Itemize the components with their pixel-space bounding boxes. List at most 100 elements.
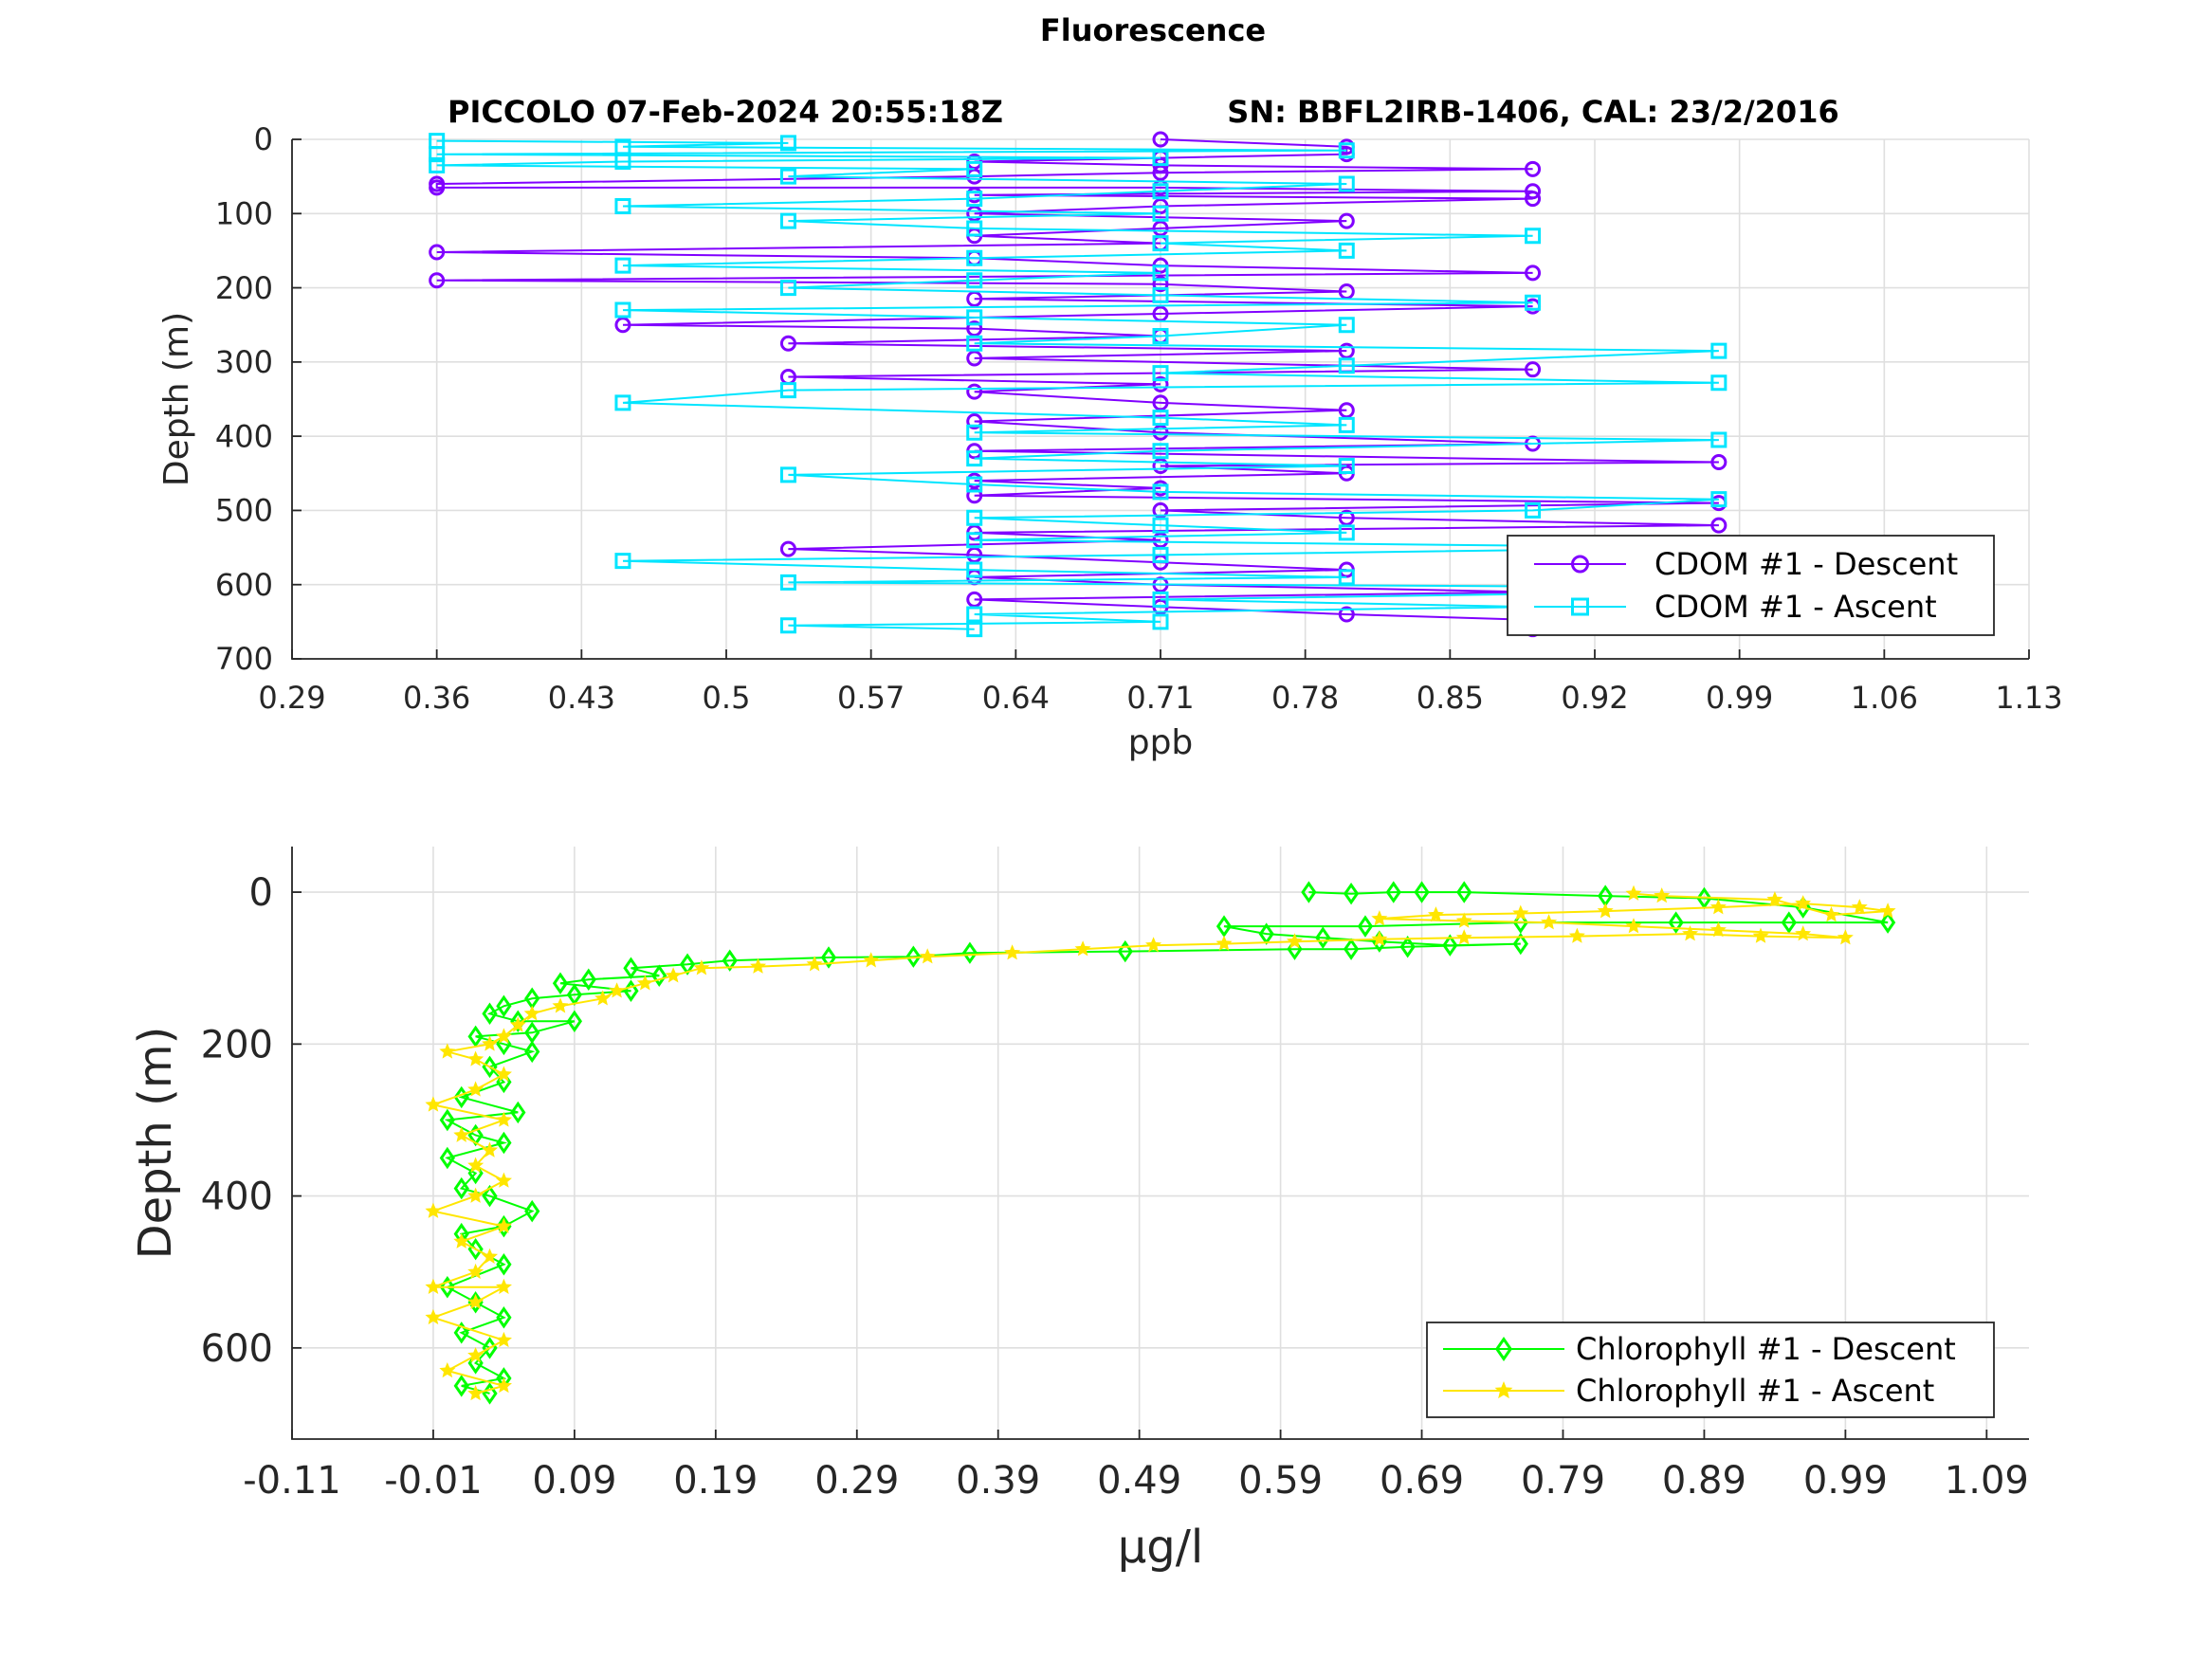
data-point: [1710, 342, 1728, 359]
data-point: [966, 424, 983, 441]
x-tick-label: 0.36: [403, 680, 470, 716]
data-point: [919, 948, 936, 964]
data-point: [779, 466, 796, 483]
data-point: [1795, 925, 1812, 941]
data-point: [1338, 342, 1355, 359]
data-point: [966, 546, 983, 563]
data-point: [1338, 212, 1355, 229]
data-point: [614, 317, 631, 334]
y-axis-label: Depth (m): [129, 1027, 182, 1260]
data-point: [1385, 881, 1401, 903]
data-point: [467, 1346, 484, 1363]
x-tick-label: 0.49: [1097, 1459, 1181, 1503]
data-point: [1152, 164, 1169, 181]
data-point: [1668, 911, 1684, 934]
data-point: [614, 257, 631, 274]
data-point: [1338, 402, 1355, 419]
data-point: [429, 156, 446, 173]
data-point: [1343, 938, 1360, 960]
data-point: [496, 994, 512, 1018]
data-point: [665, 967, 682, 983]
data-point: [806, 956, 823, 972]
data-point: [1512, 932, 1528, 956]
data-point: [482, 1002, 498, 1026]
data-point: [1216, 935, 1233, 951]
data-point: [496, 1252, 512, 1276]
data-point: [439, 1108, 455, 1132]
series-group: [429, 131, 1913, 638]
data-point: [482, 1035, 499, 1051]
data-point: [496, 1306, 512, 1329]
data-point: [453, 1322, 469, 1344]
x-axis-label: µg/l: [1118, 1521, 1204, 1574]
data-point: [1414, 881, 1430, 903]
data-point: [495, 1028, 512, 1044]
data-point: [1152, 375, 1169, 392]
data-point: [779, 617, 796, 634]
data-point: [966, 621, 983, 638]
legend-label: CDOM #1 - Descent: [1654, 546, 1958, 582]
cdom-plot: 0.29 0.36 0.43 0.5 0.57 0.64 0.71 0.78 0.85 0.92 0…: [157, 121, 2063, 762]
data-point: [1117, 939, 1133, 963]
data-point: [1541, 914, 1558, 930]
legend-marker: [1571, 555, 1589, 574]
data-point: [966, 309, 983, 326]
data-point: [495, 1376, 512, 1394]
data-point: [1152, 286, 1169, 303]
data-point: [863, 952, 880, 968]
data-point: [1338, 457, 1355, 474]
data-point: [1338, 317, 1355, 334]
data-point: [1525, 361, 1542, 378]
data-point: [467, 1263, 484, 1279]
x-tick-label: 0.39: [956, 1459, 1040, 1503]
data-point: [1525, 501, 1542, 519]
data-point: [779, 574, 796, 591]
x-tick-label: 0.99: [1706, 680, 1773, 716]
data-point: [966, 160, 983, 177]
data-point: [614, 301, 631, 319]
data-point: [966, 191, 983, 208]
x-tick-label: 1.09: [1945, 1459, 2029, 1503]
chlorophyll-plot: -0.11 -0.01 0.09 0.19 0.29 0.39 0.49 0.59 0.69 0.…: [129, 847, 2029, 1574]
x-tick-label: 1.13: [1995, 680, 2062, 716]
data-point: [1654, 887, 1671, 903]
legend-label: CDOM #1 - Ascent: [1654, 589, 1937, 625]
data-point: [1456, 881, 1472, 903]
data-point: [1152, 150, 1169, 167]
data-point: [966, 606, 983, 623]
data-point: [614, 138, 631, 155]
data-point: [1152, 205, 1169, 222]
x-tick-label: 0.78: [1271, 680, 1339, 716]
data-point: [1879, 902, 1896, 919]
data-point: [523, 1005, 540, 1021]
data-point: [1152, 483, 1169, 501]
data-point: [425, 1096, 442, 1112]
x-tick-label: 0.29: [258, 680, 325, 716]
data-point: [429, 272, 446, 289]
data-point: [524, 1040, 540, 1064]
data-point: [1371, 930, 1388, 946]
data-point: [750, 957, 767, 974]
data-point: [1709, 921, 1727, 938]
data-point: [1879, 911, 1896, 934]
data-point: [820, 946, 837, 969]
data-point: [1525, 183, 1542, 200]
series-line-2: [436, 139, 1906, 630]
data-point: [1152, 327, 1169, 344]
series-group: [425, 881, 1896, 1405]
data-point: [1442, 934, 1458, 957]
y-tick-label: 200: [215, 270, 273, 306]
data-point: [552, 997, 569, 1013]
data-point: [439, 1043, 456, 1059]
data-point: [966, 350, 983, 367]
data-point: [1837, 929, 1854, 945]
x-tick-label: 0.69: [1380, 1459, 1464, 1503]
data-point: [966, 205, 983, 222]
data-point: [722, 949, 738, 972]
data-point: [1338, 142, 1355, 159]
data-point: [779, 212, 796, 229]
data-point: [614, 197, 631, 214]
data-point: [966, 383, 983, 400]
data-point: [1851, 899, 1868, 915]
